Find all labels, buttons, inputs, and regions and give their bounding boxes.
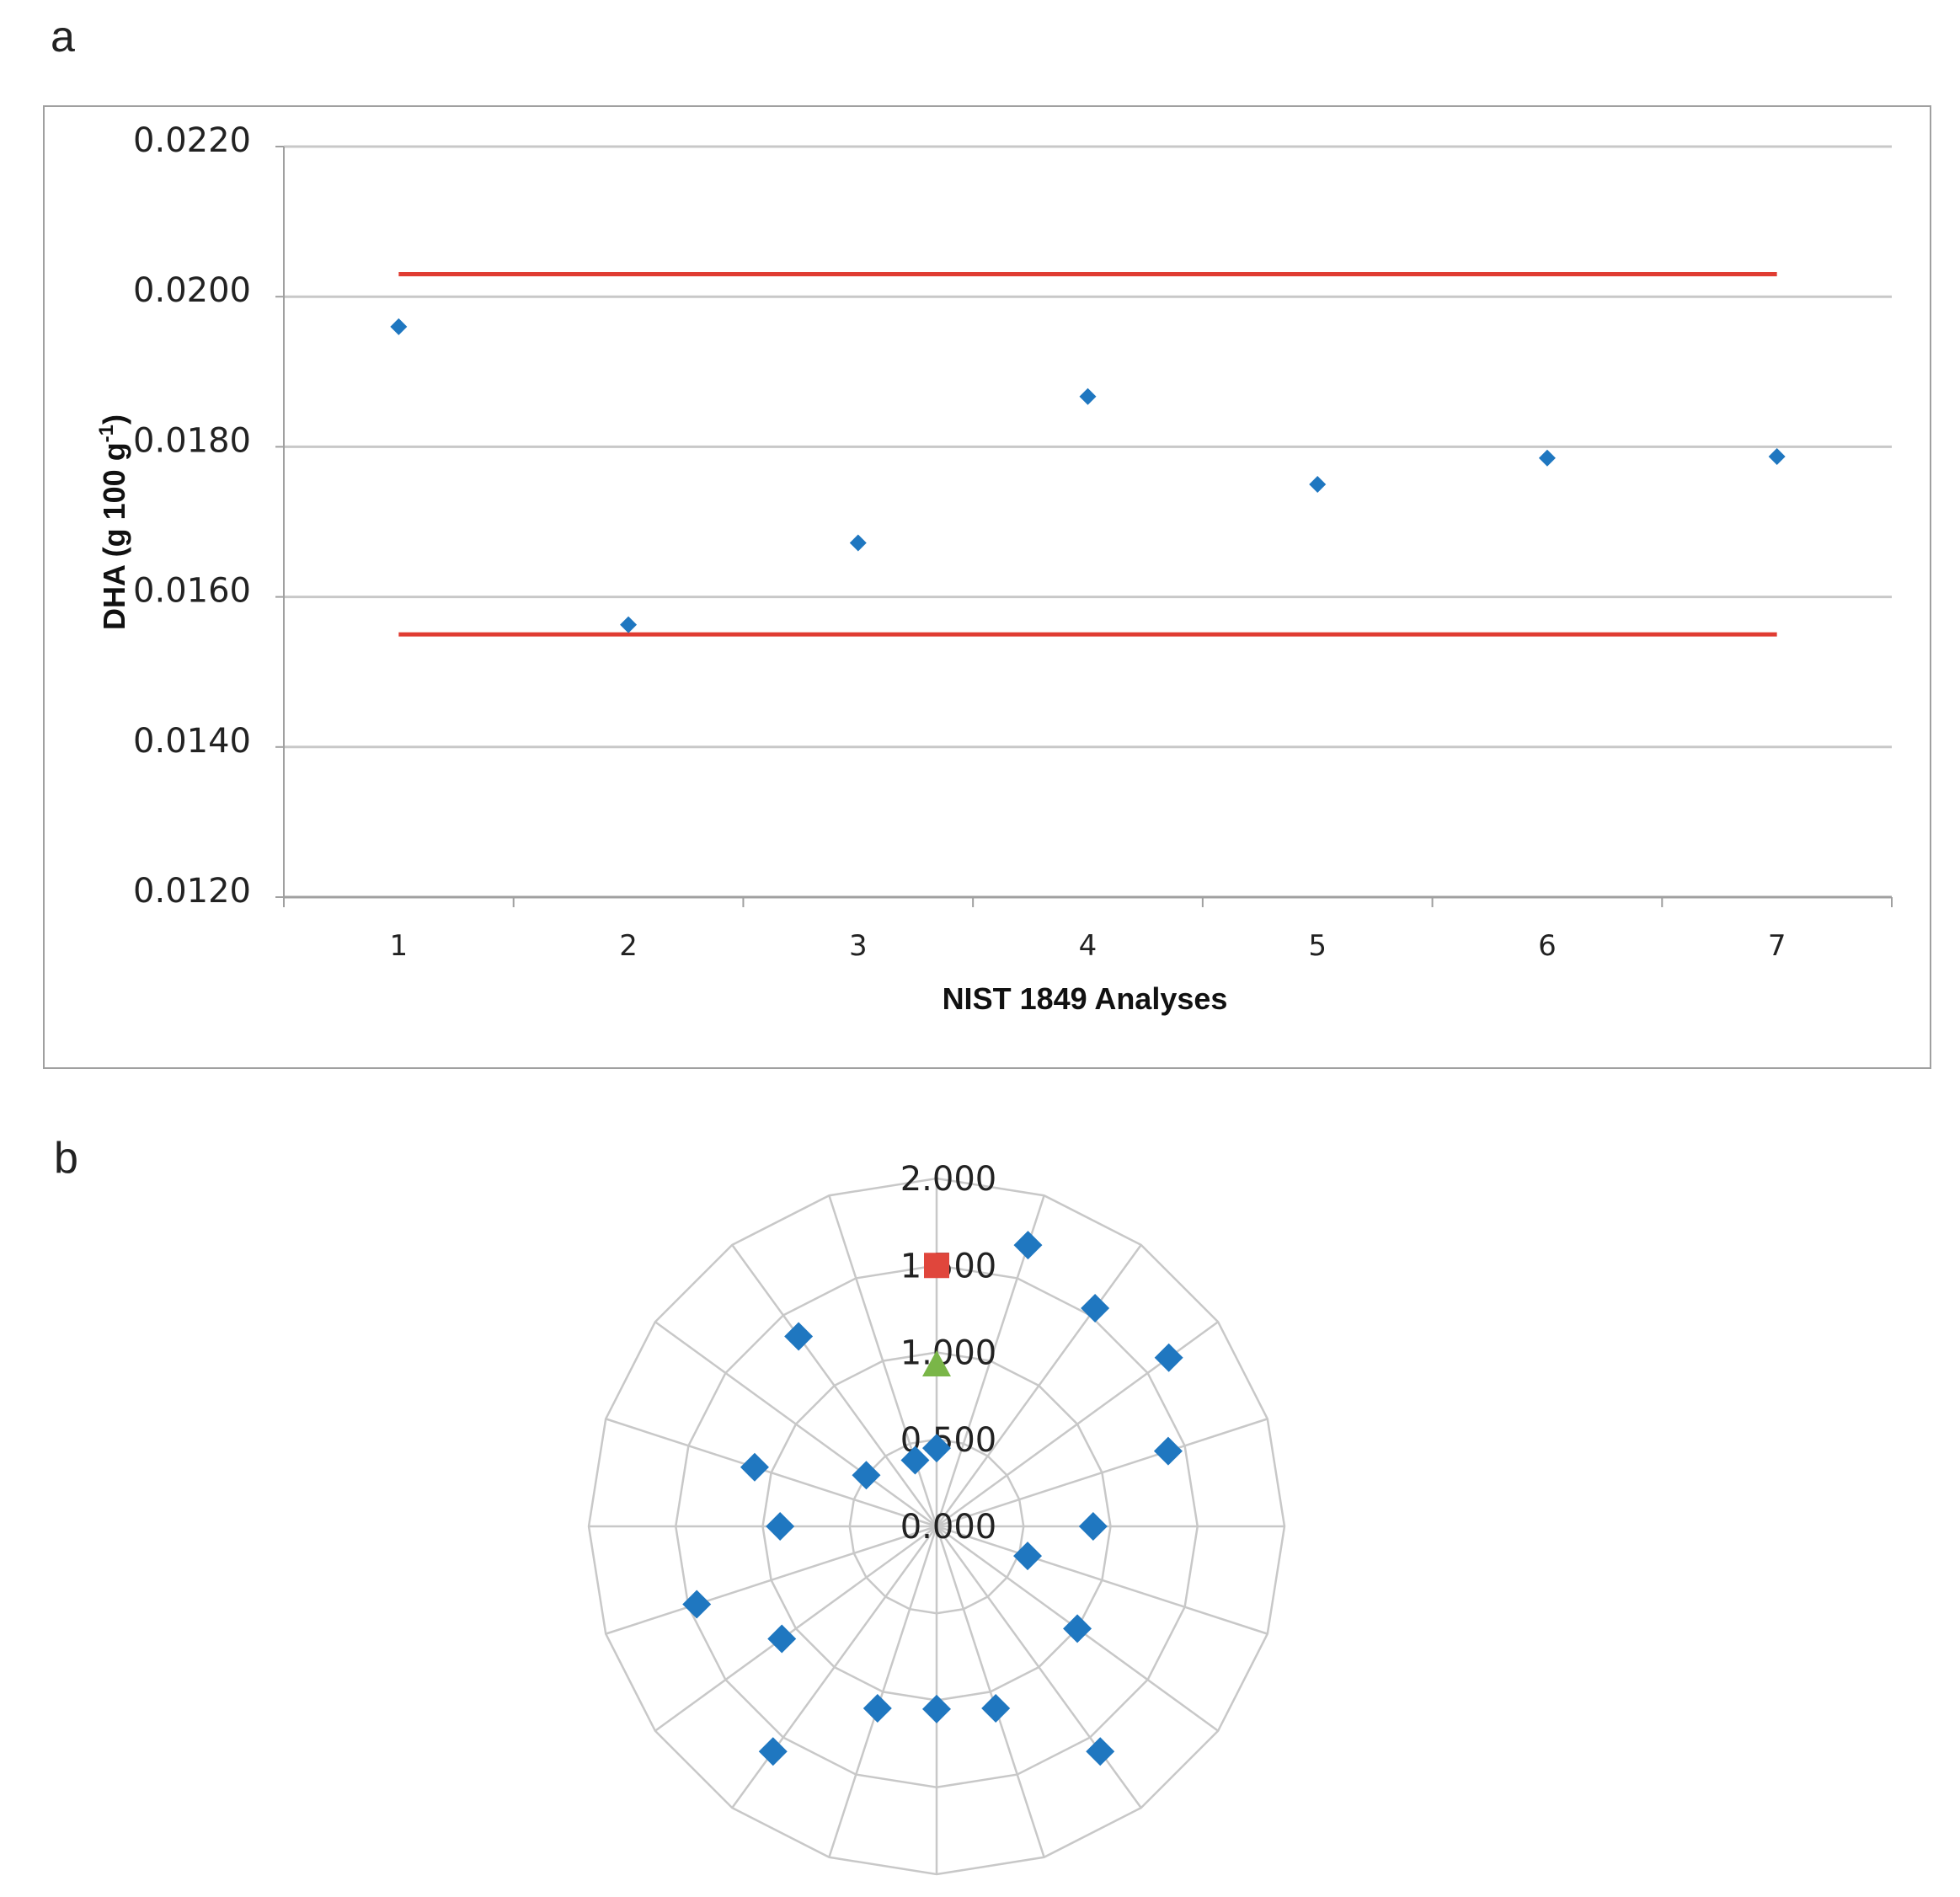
y-tick-label: 0.0160: [133, 572, 251, 611]
data-point: [1768, 447, 1786, 465]
panel-label-a: a: [51, 13, 75, 61]
radar-spoke: [654, 1321, 937, 1528]
y-axis-title-end: ): [97, 414, 131, 425]
x-axis-title: NIST 1849 Analyses: [943, 981, 1228, 1016]
y-tick-label: 0.0200: [133, 271, 251, 310]
radar-spoke: [935, 1526, 1045, 1858]
y-axis-title-main: DHA (g 100 g: [97, 442, 131, 630]
x-tick-label: 4: [1079, 929, 1097, 963]
radar-point: [1154, 1343, 1183, 1372]
radar-spoke: [936, 1418, 1268, 1528]
data-point: [1538, 449, 1556, 467]
y-axis-title: DHA (g 100 g-1): [95, 414, 131, 630]
radar-point: [1086, 1737, 1115, 1766]
data-point: [1309, 475, 1327, 493]
data-point: [1079, 387, 1097, 405]
axes: [283, 147, 1893, 907]
y-axis-title-sup: -1: [95, 425, 118, 442]
data-points: [390, 318, 1786, 633]
radar-point: [1013, 1542, 1043, 1571]
radar-point: [784, 1322, 814, 1351]
radar-triangle-point: [922, 1349, 951, 1376]
x-tick-label: 1: [390, 929, 409, 963]
radar-point: [981, 1694, 1011, 1723]
radar-point: [767, 1624, 797, 1654]
radar-point: [766, 1512, 795, 1541]
radar-square-point: [924, 1253, 949, 1279]
radar-tick-label: 0.000: [900, 1508, 997, 1547]
x-tick-label: 7: [1768, 929, 1786, 963]
radar-point: [758, 1737, 788, 1766]
radar-point: [1063, 1614, 1092, 1643]
x-tick-label: 6: [1538, 929, 1557, 963]
radar-spoke: [731, 1244, 938, 1527]
radar-point: [900, 1445, 930, 1475]
radar-point: [1081, 1294, 1110, 1323]
radar-point: [922, 1694, 951, 1723]
y-tick-label: 0.0180: [133, 421, 251, 460]
x-tick-label: 2: [619, 929, 638, 963]
radar-point: [682, 1590, 712, 1619]
radar-spoke: [828, 1194, 938, 1527]
radar-spoke: [935, 1526, 1142, 1809]
radar-spoke: [936, 1525, 1268, 1635]
x-tick-label: 3: [849, 929, 868, 963]
data-point: [620, 616, 638, 633]
radar-point: [922, 1434, 951, 1463]
radar-spoke: [731, 1526, 938, 1809]
chart-frame: [43, 105, 1931, 1069]
radar-tick-label: 1.000: [900, 1334, 997, 1373]
data-point: [390, 318, 408, 335]
radar-point: [1013, 1231, 1043, 1260]
limit-lines: [398, 271, 1777, 637]
data-point: [849, 534, 867, 552]
radar-spoke: [828, 1526, 938, 1858]
radar-spoke: [605, 1418, 937, 1528]
radar-point: [852, 1461, 881, 1490]
gridlines: [275, 145, 1892, 898]
y-tick-label: 0.0120: [133, 872, 251, 911]
scatter-chart: 0.0120 0.0140 0.0160 0.0180 0.0200 0.0220 1 2 3…: [43, 105, 1931, 1069]
radar-point: [740, 1452, 769, 1482]
radar-points: [682, 1231, 1183, 1766]
radar-spoke: [935, 1244, 1142, 1527]
radar-spoke: [654, 1525, 937, 1732]
x-tick-label: 5: [1308, 929, 1327, 963]
radar-point: [1153, 1436, 1183, 1466]
y-tick-label: 0.0140: [133, 722, 251, 761]
y-tick-label: 0.0220: [133, 121, 251, 160]
radar-point: [1078, 1512, 1108, 1541]
x-tick-labels: 1 2 3 4 5 6 7: [390, 929, 1786, 963]
y-tick-labels: 0.0120 0.0140 0.0160 0.0180 0.0200 0.0220: [133, 121, 251, 911]
radar-point: [863, 1694, 892, 1723]
panel-label-b: b: [54, 1134, 78, 1183]
radar-tick-label: 2.000: [900, 1160, 997, 1199]
radar-spoke: [605, 1525, 937, 1635]
